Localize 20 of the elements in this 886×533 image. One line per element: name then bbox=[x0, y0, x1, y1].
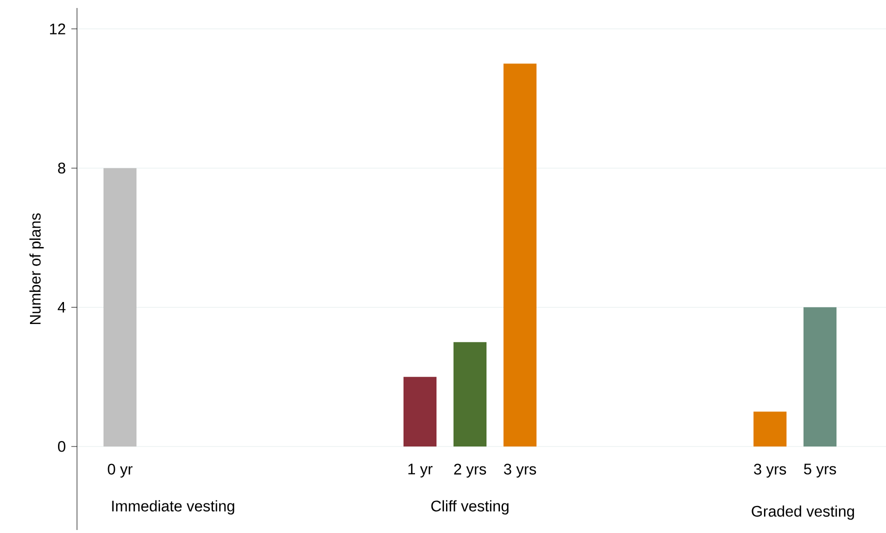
y-tick-label: 8 bbox=[58, 162, 66, 174]
annotation: Cliff vesting bbox=[431, 500, 508, 515]
annotation: Graded vesting bbox=[752, 505, 854, 520]
x-tick-label: 5 yrs bbox=[804, 464, 836, 478]
annotation: Immediate vesting bbox=[112, 500, 234, 515]
bar bbox=[504, 64, 536, 446]
y-tick-label: 0 bbox=[58, 441, 66, 452]
x-tick-label: 2 yrs bbox=[454, 464, 486, 478]
x-tick-label: 3 yrs bbox=[754, 464, 786, 478]
bar bbox=[754, 412, 787, 446]
bar bbox=[804, 307, 837, 446]
bar bbox=[404, 376, 437, 446]
y-tick-label: 4 bbox=[58, 302, 66, 313]
x-tick-label: 3 yrs bbox=[504, 464, 536, 478]
y-tick-label: 12 bbox=[50, 24, 66, 34]
x-tick-label: 1 yr bbox=[408, 464, 433, 478]
bar bbox=[104, 168, 136, 446]
y-axis-title: Number of plans bbox=[29, 213, 44, 324]
x-tick-label: 0 yr bbox=[108, 464, 133, 478]
bar bbox=[454, 342, 487, 446]
